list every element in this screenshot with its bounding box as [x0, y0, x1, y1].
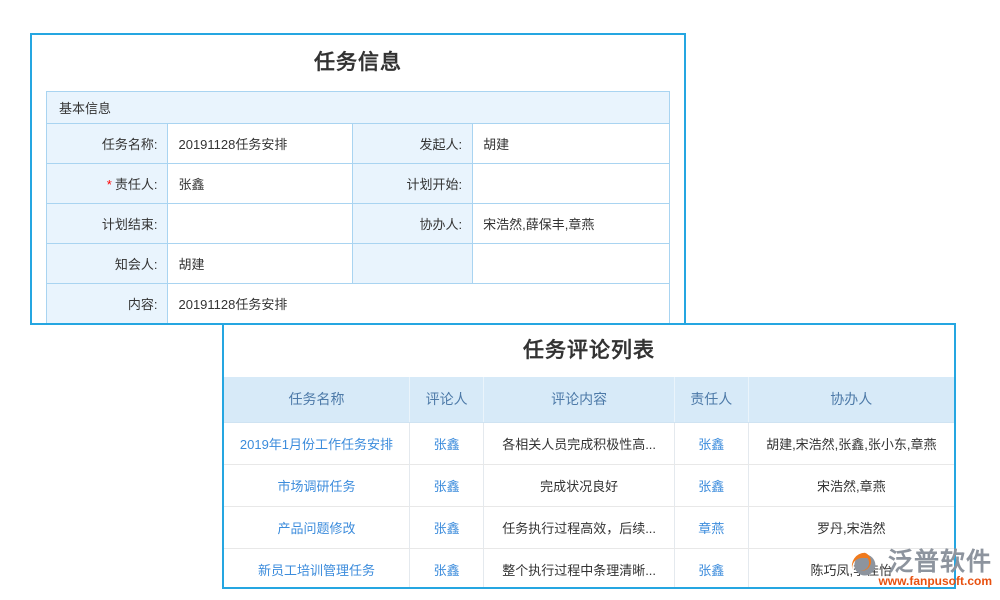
commenter-cell[interactable]: 张鑫	[408, 422, 484, 465]
form-row-2: * 责任人: 张鑫 计划开始:	[45, 163, 670, 204]
form-row-4: 知会人: 胡建	[45, 243, 670, 284]
comment-cell: 任务执行过程高效，后续...	[483, 506, 675, 549]
content-label: 内容:	[45, 283, 169, 323]
basic-info-form: 基本信息 任务名称: 20191128任务安排 发起人: 胡建 * 责任人: 张鑫…	[32, 91, 684, 323]
task-name-link[interactable]: 市场调研任务	[224, 464, 410, 507]
col-header-task-name: 任务名称	[224, 377, 410, 423]
co-organizer-label: 协办人:	[351, 203, 474, 244]
plan-end-value[interactable]	[167, 203, 353, 244]
col-header-assistants: 协办人	[747, 377, 954, 423]
initiator-label: 发起人:	[351, 123, 474, 164]
form-row-1: 任务名称: 20191128任务安排 发起人: 胡建	[45, 123, 670, 164]
assistants-cell: 胡建,宋浩然,张鑫,张小东,章燕	[747, 422, 954, 465]
task-name-value[interactable]: 20191128任务安排	[167, 123, 353, 164]
comment-cell: 各相关人员完成积极性高...	[483, 422, 675, 465]
watermark: 泛普软件 www.fanpusoft.com	[850, 549, 992, 588]
co-organizer-value[interactable]: 宋浩然,薛保丰,章燕	[472, 203, 670, 244]
commenter-cell[interactable]: 张鑫	[408, 548, 484, 587]
informed-label: 知会人:	[45, 243, 169, 284]
task-info-title: 任务信息	[314, 51, 402, 74]
responsible-value[interactable]: 张鑫	[167, 163, 353, 204]
task-name-link[interactable]: 2019年1月份工作任务安排	[224, 422, 410, 465]
responsible-cell[interactable]: 张鑫	[673, 464, 749, 507]
task-info-panel: 任务信息 基本信息 任务名称: 20191128任务安排 发起人: 胡建 * 责任…	[30, 33, 686, 325]
form-row-5: 内容: 20191128任务安排	[45, 283, 670, 323]
comment-table-header-row: 任务名称 评论人 评论内容 责任人 协办人	[224, 377, 954, 423]
fanpu-logo-icon	[852, 552, 876, 576]
task-name-link[interactable]: 新员工培训管理任务	[224, 548, 410, 587]
comment-row: 2019年1月份工作任务安排 张鑫 各相关人员完成积极性高... 张鑫 胡建,宋…	[224, 422, 954, 465]
plan-start-label: 计划开始:	[351, 163, 474, 204]
watermark-url: www.fanpusoft.com	[878, 574, 992, 588]
form-row-3: 计划结束: 协办人: 宋浩然,薛保丰,章燕	[45, 203, 670, 244]
task-comment-panel: 任务评论列表 任务名称 评论人 评论内容 责任人 协办人 2019年1月份工作任…	[222, 323, 956, 589]
assistants-cell: 罗丹,宋浩然	[747, 506, 954, 549]
watermark-brand: 泛普软件	[887, 548, 992, 576]
plan-end-label: 计划结束:	[45, 203, 169, 244]
col-header-comment: 评论内容	[483, 377, 675, 423]
plan-start-value[interactable]	[472, 163, 670, 204]
assistants-cell: 陈巧凤,李佳怡	[747, 548, 954, 587]
comment-list-title: 任务评论列表	[523, 339, 655, 362]
comment-cell: 完成状况良好	[483, 464, 675, 507]
commenter-cell[interactable]: 张鑫	[408, 506, 484, 549]
col-header-responsible: 责任人	[673, 377, 749, 423]
required-asterisk: *	[106, 177, 112, 192]
task-name-label: 任务名称:	[45, 123, 169, 164]
responsible-cell[interactable]: 章燕	[673, 506, 749, 549]
col-header-commenter: 评论人	[408, 377, 484, 423]
comment-row: 产品问题修改 张鑫 任务执行过程高效，后续... 章燕 罗丹,宋浩然	[224, 506, 954, 549]
task-name-link[interactable]: 产品问题修改	[224, 506, 410, 549]
comment-table: 任务名称 评论人 评论内容 责任人 协办人 2019年1月份工作任务安排 张鑫 …	[224, 377, 954, 587]
commenter-cell[interactable]: 张鑫	[408, 464, 484, 507]
informed-value[interactable]: 胡建	[167, 243, 353, 284]
blank-label	[351, 243, 474, 284]
responsible-cell[interactable]: 张鑫	[673, 422, 749, 465]
content-value[interactable]: 20191128任务安排	[167, 283, 670, 323]
initiator-value[interactable]: 胡建	[472, 123, 670, 164]
comment-cell: 整个执行过程中条理清晰...	[483, 548, 675, 587]
responsible-cell[interactable]: 张鑫	[673, 548, 749, 587]
responsible-label: * 责任人:	[45, 163, 169, 204]
basic-info-section-header: 基本信息	[46, 91, 670, 124]
comment-row: 市场调研任务 张鑫 完成状况良好 张鑫 宋浩然,章燕	[224, 464, 954, 507]
assistants-cell: 宋浩然,章燕	[747, 464, 954, 507]
blank-value	[472, 243, 670, 284]
comment-row: 新员工培训管理任务 张鑫 整个执行过程中条理清晰... 张鑫 陈巧凤,李佳怡	[224, 548, 954, 587]
